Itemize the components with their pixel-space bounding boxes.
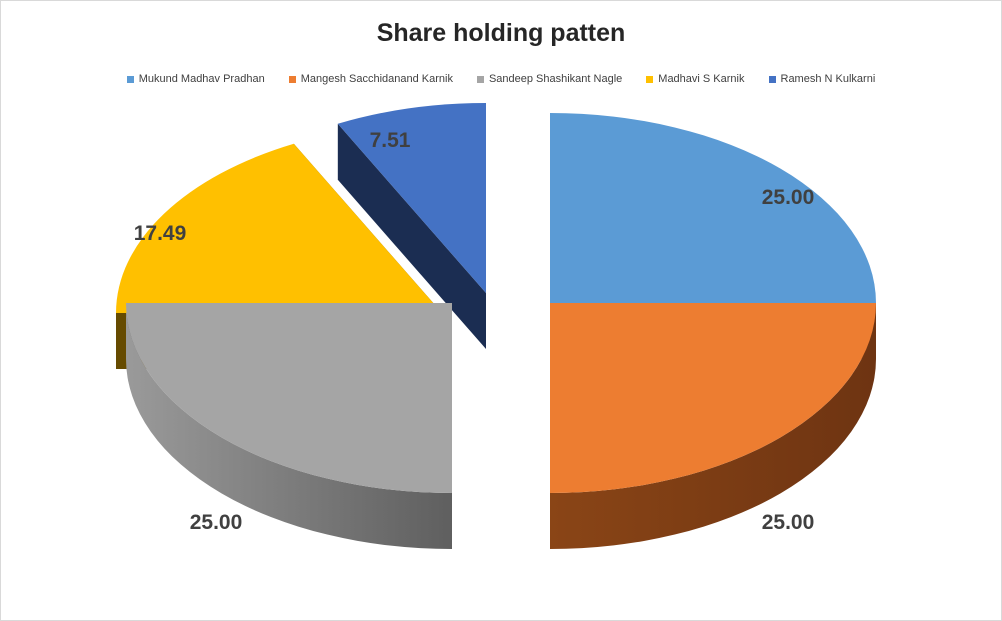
legend-label: Sandeep Shashikant Nagle — [488, 73, 623, 85]
legend-label: Mukund Madhav Pradhan — [138, 73, 265, 85]
legend-item: Mangesh Sacchidanand Karnik — [288, 73, 453, 85]
legend-swatch — [768, 75, 776, 83]
data-label: 25.00 — [190, 511, 243, 534]
legend-swatch — [646, 75, 654, 83]
chart-title: Share holding patten — [376, 19, 626, 47]
legend-swatch — [126, 75, 134, 83]
legend-item: Mukund Madhav Pradhan — [126, 73, 265, 85]
legend-item: Madhavi S Karnik — [646, 73, 745, 85]
pie-slice — [337, 103, 486, 293]
pie-slice — [550, 113, 876, 303]
legend-swatch — [476, 75, 484, 83]
pie-slice — [550, 303, 876, 493]
legend-label: Madhavi S Karnik — [658, 73, 745, 85]
data-label: 7.51 — [370, 129, 411, 152]
legend-swatch — [288, 75, 296, 83]
pie-slice — [116, 143, 442, 313]
data-label: 17.49 — [134, 222, 187, 245]
data-label: 25.00 — [762, 511, 815, 534]
slice-side-wall — [337, 123, 486, 349]
data-label: 25.00 — [762, 186, 815, 209]
pie-slice — [126, 303, 452, 493]
legend-label: Mangesh Sacchidanand Karnik — [300, 73, 453, 85]
slice-outer-wall — [550, 303, 876, 549]
legend-item: Sandeep Shashikant Nagle — [476, 73, 623, 85]
legend: Mukund Madhav Pradhan Mangesh Sacchidanan… — [1, 73, 1001, 85]
legend-item: Ramesh N Kulkarni — [768, 73, 876, 85]
slice-outer-wall — [126, 303, 452, 549]
legend-label: Ramesh N Kulkarni — [780, 73, 876, 85]
